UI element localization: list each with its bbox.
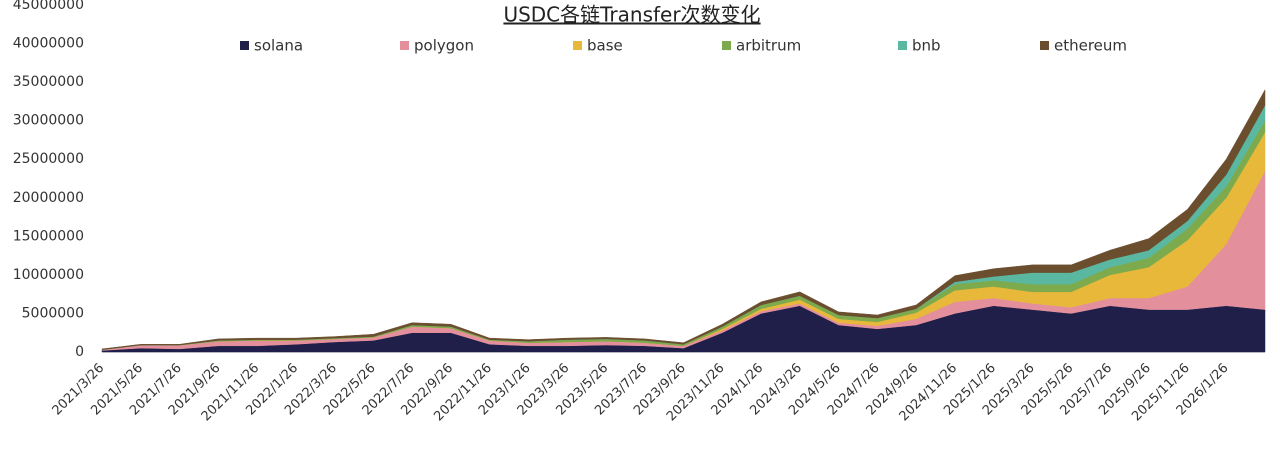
y-tick-label: 25000000 xyxy=(13,151,84,167)
legend-label: arbitrum xyxy=(736,37,801,55)
legend-swatch xyxy=(1040,41,1049,50)
legend-label: ethereum xyxy=(1054,37,1127,55)
legend-swatch xyxy=(400,41,409,50)
legend-label: polygon xyxy=(414,37,474,55)
y-tick-label: 15000000 xyxy=(13,228,84,244)
legend-label: solana xyxy=(254,37,303,55)
legend-label: base xyxy=(587,37,623,55)
legend-swatch xyxy=(722,41,731,50)
legend-label: bnb xyxy=(912,37,941,55)
y-tick-label: 30000000 xyxy=(13,113,84,129)
y-tick-label: 45000000 xyxy=(13,0,84,13)
chart-title: USDC各链Transfer次数变化 xyxy=(503,3,760,27)
y-tick-label: 10000000 xyxy=(13,267,84,283)
y-tick-label: 20000000 xyxy=(13,190,84,206)
legend-swatch xyxy=(573,41,582,50)
y-tick-label: 40000000 xyxy=(13,36,84,52)
y-tick-label: 0 xyxy=(75,344,84,360)
y-tick-label: 5000000 xyxy=(22,305,84,321)
y-tick-label: 35000000 xyxy=(13,74,84,90)
area xyxy=(101,88,1266,350)
legend-swatch xyxy=(898,41,907,50)
legend-swatch xyxy=(240,41,249,50)
